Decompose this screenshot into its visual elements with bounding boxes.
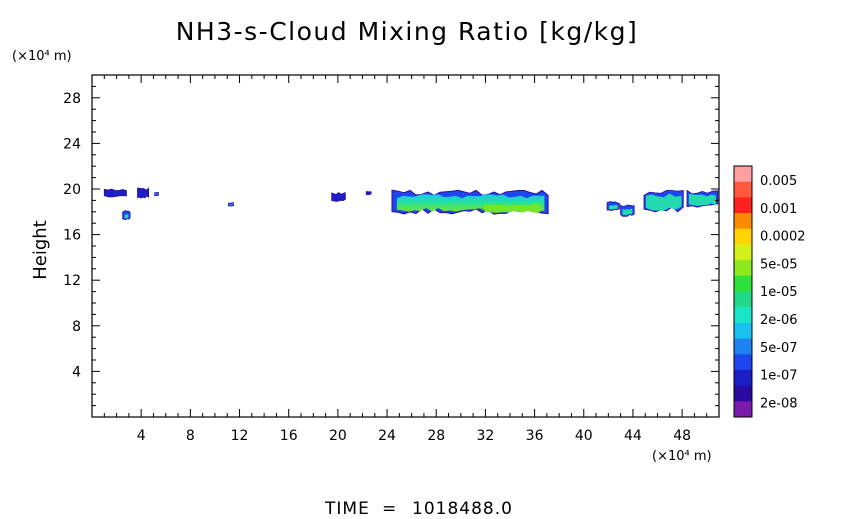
colorbar-swatch — [734, 181, 752, 198]
colorbar-swatch — [734, 307, 752, 324]
colorbar-swatch — [734, 260, 752, 277]
y-axis-label: Height — [30, 220, 51, 280]
time-value: 1018488.0 — [412, 499, 513, 519]
cloud-patch — [686, 189, 719, 208]
x-tick-label: 24 — [378, 428, 396, 444]
cloud-patch — [620, 204, 635, 217]
cloud-patch — [122, 210, 131, 221]
x-axis-unit: (×10⁴ m) — [652, 449, 712, 464]
axis-ticks — [92, 75, 719, 417]
cloud-field — [103, 187, 719, 221]
colorbar-label: 0.0002 — [760, 230, 806, 245]
y-axis-unit: (×10⁴ m) — [12, 49, 72, 64]
x-tick-label: 48 — [673, 428, 691, 444]
colorbar-swatch — [734, 338, 752, 355]
colorbar-label: 2e-06 — [760, 313, 798, 328]
colorbar-swatch — [734, 228, 752, 245]
y-tick-label: 16 — [63, 228, 81, 244]
colorbar-label: 0.001 — [760, 202, 797, 217]
colorbar-label: 0.005 — [760, 174, 797, 189]
cloud-patch — [331, 191, 346, 202]
colorbar-frame — [733, 165, 753, 418]
colorbar-swatch — [734, 197, 752, 214]
x-tick-label: 28 — [427, 428, 445, 444]
y-tick-label: 8 — [72, 319, 81, 335]
colorbar-swatch — [734, 291, 752, 308]
x-tick-label: 44 — [624, 428, 642, 444]
colorbar-label: 2e-08 — [760, 396, 798, 411]
y-tick-label: 20 — [63, 182, 81, 198]
plot-frame — [91, 74, 720, 418]
y-tick-labels: 4 8 12 16 20 24 28 — [63, 91, 81, 381]
x-tick-labels: 4 8 12 16 20 24 28 32 36 40 44 48 — [137, 428, 691, 444]
colorbar-swatch — [734, 166, 752, 183]
colorbar-swatch — [734, 244, 752, 261]
cloud-patch — [154, 191, 159, 197]
cloud-patch — [643, 189, 684, 213]
y-tick-label: 4 — [72, 364, 81, 380]
x-tick-label: 12 — [231, 428, 249, 444]
y-tick-label: 24 — [63, 136, 81, 152]
colorbar-swatch — [734, 401, 752, 418]
cloud-patch — [365, 191, 372, 196]
colorbar-label: 1e-07 — [760, 369, 798, 384]
chart-title: NH3-s-Cloud Mixing Ratio [kg/kg] — [176, 17, 639, 46]
x-tick-label: 36 — [526, 428, 544, 444]
cloud-patch — [606, 201, 620, 212]
y-tick-label: 12 — [63, 273, 81, 289]
cloud-patch — [137, 187, 149, 199]
x-tick-label: 8 — [186, 428, 195, 444]
time-equals: = — [382, 499, 397, 519]
colorbar-label: 1e-05 — [760, 285, 798, 300]
y-tick-label: 28 — [63, 91, 81, 107]
x-tick-label: 16 — [280, 428, 298, 444]
time-label: TIME — [324, 499, 370, 519]
cloud-patch — [228, 202, 234, 207]
colorbar-label: 5e-05 — [760, 257, 798, 272]
colorbar-swatch — [734, 369, 752, 387]
colorbar-swatch — [734, 354, 752, 371]
cloud-patch — [391, 189, 549, 215]
colorbar-label: 5e-07 — [760, 341, 798, 356]
x-tick-label: 4 — [137, 428, 146, 444]
cloud-patch — [103, 188, 127, 198]
colorbar-swatch — [734, 275, 752, 292]
x-tick-label: 40 — [575, 428, 593, 444]
colorbar-swatch — [734, 213, 752, 230]
x-tick-label: 20 — [329, 428, 347, 444]
colorbar: 0.005 0.001 0.0002 5e-05 1e-05 2e-06 5e-07 1e-0… — [733, 165, 806, 418]
x-tick-label: 32 — [476, 428, 494, 444]
colorbar-swatch — [734, 385, 752, 402]
colorbar-swatch — [734, 322, 752, 339]
